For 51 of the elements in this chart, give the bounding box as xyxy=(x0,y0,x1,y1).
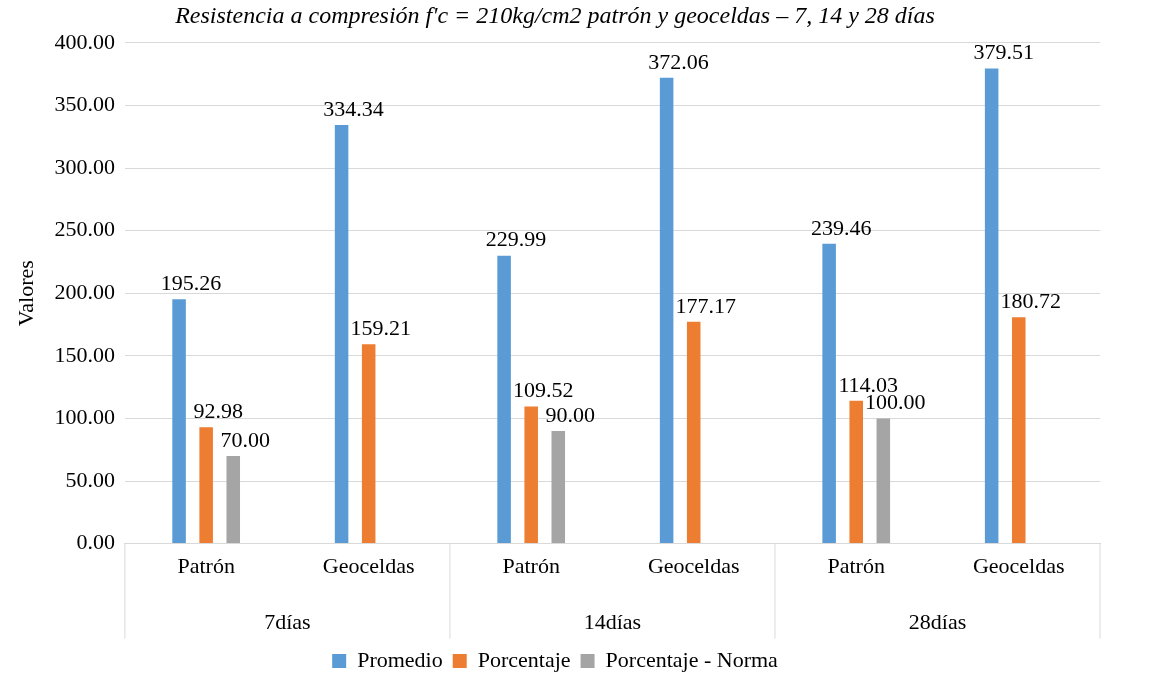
bar xyxy=(849,400,863,544)
data-label: 92.98 xyxy=(193,397,243,423)
y-tick-label: 400.00 xyxy=(54,28,115,54)
y-tick-label: 0.00 xyxy=(76,529,115,555)
data-label: 180.72 xyxy=(1000,288,1061,314)
bar xyxy=(822,243,836,544)
data-label: 70.00 xyxy=(220,426,270,452)
data-label: 177.17 xyxy=(675,292,736,318)
data-label: 379.51 xyxy=(973,39,1034,65)
y-tick-label: 50.00 xyxy=(65,466,115,492)
bar xyxy=(551,430,566,544)
data-label: 334.34 xyxy=(323,95,384,121)
x-tick-label: Patrón xyxy=(827,552,885,578)
y-tick-label: 250.00 xyxy=(54,216,115,242)
data-label: 372.06 xyxy=(648,48,709,74)
bar xyxy=(876,418,891,544)
data-label: 229.99 xyxy=(485,226,547,252)
bar xyxy=(524,406,538,544)
legend-label: Porcentaje xyxy=(477,646,571,672)
y-tick-label: 350.00 xyxy=(54,91,115,117)
y-tick-label: 200.00 xyxy=(54,278,115,304)
legend-label: Promedio xyxy=(357,646,443,672)
chart-title: Resistencia a compresión f'c = 210kg/cm2 patrón y geoceldas – 7, 14 y 28 días xyxy=(174,1,935,28)
data-label: 90.00 xyxy=(545,401,596,427)
y-tick-label: 100.00 xyxy=(54,404,115,430)
bar xyxy=(361,344,376,544)
bar xyxy=(1011,317,1026,544)
x-tick-label: Geoceldas xyxy=(322,552,415,578)
bar xyxy=(226,455,241,544)
bar xyxy=(984,68,999,544)
bar xyxy=(686,321,701,544)
bar xyxy=(172,299,186,544)
data-label: 239.46 xyxy=(810,214,872,240)
data-label: 195.26 xyxy=(160,269,222,295)
x-tick-label: Geoceldas xyxy=(647,552,740,578)
x-tick-label: Geoceldas xyxy=(972,552,1065,578)
data-label: 159.21 xyxy=(350,315,411,341)
data-label: 109.52 xyxy=(512,377,574,403)
y-axis-title: Valores xyxy=(12,260,38,327)
text: 28días xyxy=(908,609,967,635)
bar xyxy=(659,77,674,544)
text: 7días xyxy=(264,609,311,635)
bar xyxy=(497,255,511,544)
bar xyxy=(334,125,349,544)
y-tick-label: 300.00 xyxy=(54,153,115,179)
x-tick-label: Patrón xyxy=(502,552,560,578)
y-tick-label: 150.00 xyxy=(54,341,115,367)
x-tick-label: Patrón xyxy=(177,552,235,578)
bar xyxy=(199,427,213,544)
text: 14días xyxy=(583,609,642,635)
legend-label: Porcentaje - Norma xyxy=(605,646,779,672)
